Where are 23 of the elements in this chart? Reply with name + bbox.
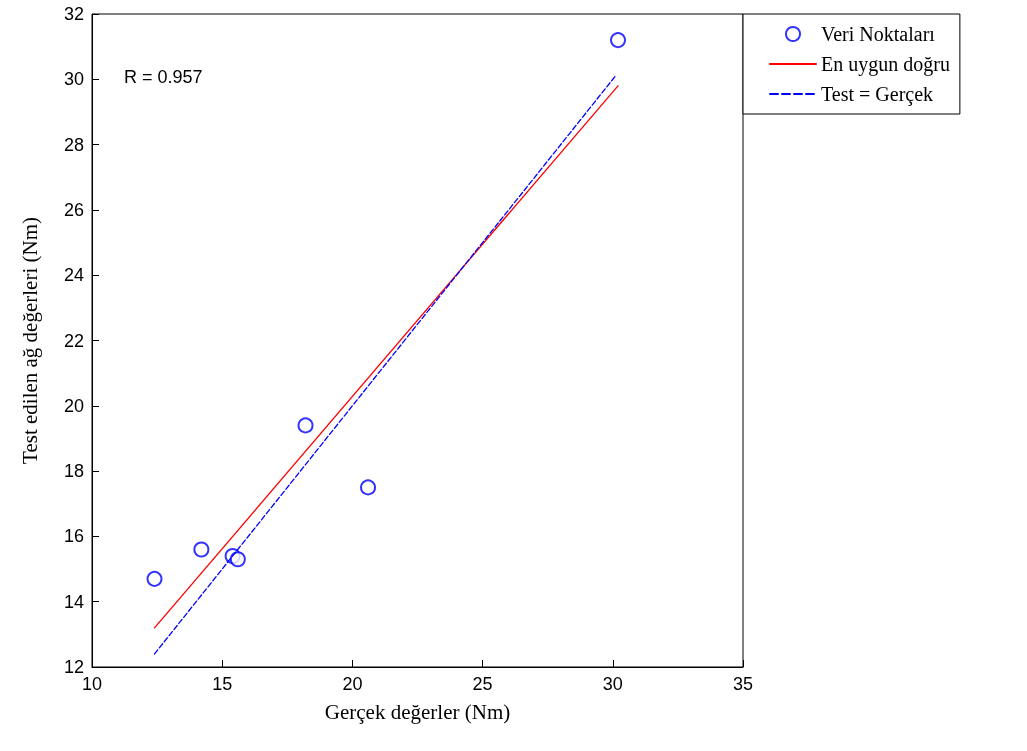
y-tick-label: 18 — [63, 461, 84, 482]
y-tick-label: 30 — [63, 69, 84, 90]
y-tick-label: 26 — [63, 199, 84, 220]
legend-label: Veri Noktaları — [821, 23, 936, 45]
y-tick-label: 14 — [63, 591, 84, 612]
y-tick-label: 16 — [63, 526, 84, 547]
y-axis-title: Test edilen ağ değerleri (Nm) — [17, 217, 42, 464]
x-tick-label: 20 — [342, 674, 363, 694]
x-axis-title: Gerçek değerler (Nm) — [324, 699, 511, 724]
y-tick-label: 28 — [63, 134, 84, 155]
x-tick-label: 30 — [602, 674, 623, 694]
legend-label: En uygun doğru — [821, 53, 950, 76]
x-tick-label: 35 — [732, 674, 754, 694]
y-tick-label: 12 — [63, 657, 84, 677]
y-tick-label: 20 — [63, 395, 84, 416]
x-tick-label: 25 — [472, 674, 493, 694]
y-tick-label: 32 — [63, 4, 84, 24]
y-tick-label: 22 — [63, 330, 84, 351]
legend-label: Test = Gerçek — [821, 83, 934, 106]
x-tick-label: 10 — [81, 674, 103, 694]
x-tick-label: 15 — [212, 674, 233, 694]
y-tick-label: 24 — [63, 265, 84, 286]
annotation: R = 0.957 — [124, 67, 203, 87]
